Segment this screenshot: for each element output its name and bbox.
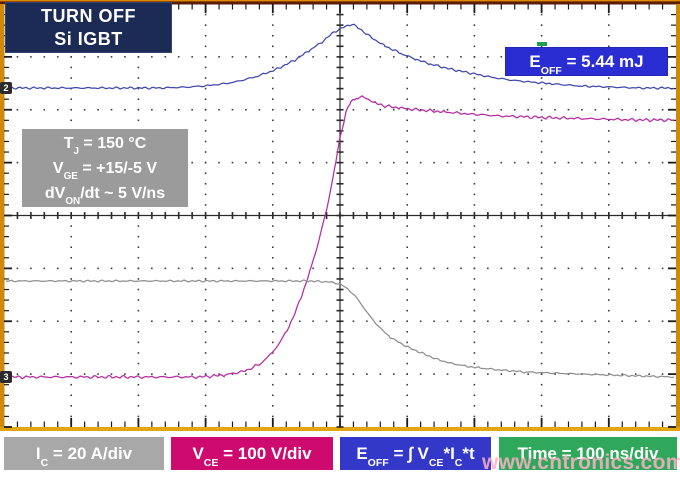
legend-time-label: Time = 100 ns/div (517, 443, 659, 463)
conditions-box: TJ = 150 °C VGE = +15/-5 V dVON/dt ~ 5 V… (22, 129, 188, 207)
legend-vce: VCE = 100 V/div (171, 437, 333, 470)
condition-vge: VGE = +15/-5 V (52, 159, 158, 183)
legend-ic-label: IC = 20 A/div (35, 443, 133, 469)
title-line-2: Si IGBT (54, 28, 123, 49)
channel-2-marker: 2 (0, 82, 12, 94)
legend-time: Time = 100 ns/div (499, 437, 677, 470)
condition-dvdt: dVON/dt ~ 5 V/ns (44, 184, 166, 208)
eoff-value-text: EOFF = 5.44 mJ (529, 51, 644, 77)
trigger-marker-icon (537, 42, 547, 46)
watermark: www.cntronics.com (482, 451, 680, 474)
eoff-value-badge: EOFF = 5.44 mJ (505, 47, 668, 76)
channel-3-marker: 3 (0, 371, 12, 383)
title-line-1: TURN OFF (41, 5, 136, 26)
legend-vce-label: VCE = 100 V/div (192, 443, 312, 469)
legend-eoff-label: EOFF = ∫ VCE*IC*t (356, 443, 475, 469)
legend-bar: IC = 20 A/div VCE = 100 V/div EOFF = ∫ V… (0, 437, 680, 470)
legend-eoff: EOFF = ∫ VCE*IC*t (340, 437, 491, 470)
condition-tj: TJ = 150 °C (63, 134, 147, 158)
legend-ic: IC = 20 A/div (4, 437, 164, 470)
scope-graticule-and-traces (0, 0, 680, 431)
title-box: TURN OFF Si IGBT (5, 2, 172, 53)
